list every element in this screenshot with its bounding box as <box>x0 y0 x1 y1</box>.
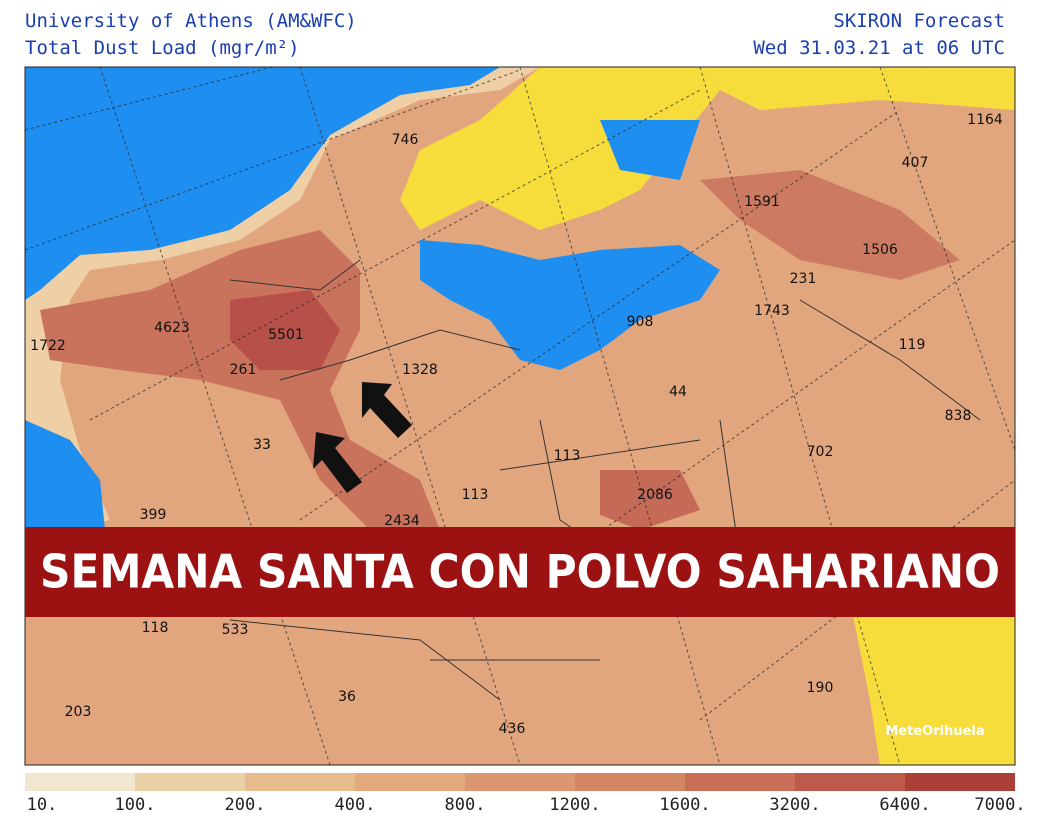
atlantic-south <box>25 420 105 540</box>
colorbar-segment <box>905 773 1015 791</box>
map-value-label: 702 <box>807 444 834 460</box>
map-value-label: 399 <box>140 507 167 523</box>
country-borders <box>229 259 981 701</box>
map-value-label: 1506 <box>862 242 898 258</box>
colorbar-segment <box>685 773 795 791</box>
colorbar-segment <box>465 773 575 791</box>
map-value-label: 203 <box>65 704 92 720</box>
north-yellow <box>700 67 1015 110</box>
map-frame <box>24 66 1016 766</box>
map-value-label: 1743 <box>754 303 790 319</box>
colorbar-segment <box>355 773 465 791</box>
map-value-label: 44 <box>669 384 687 400</box>
colorbar-label: 800. <box>445 795 486 815</box>
colorbar-segment <box>245 773 355 791</box>
banner-text: SEMANA SANTA CON POLVO SAHARIANO <box>40 545 1000 599</box>
map-value-label: 113 <box>554 448 581 464</box>
map-value-label: 231 <box>790 271 817 287</box>
mediterranean <box>420 240 720 370</box>
map-value-label: 1164 <box>967 112 1003 128</box>
dust-core-south <box>600 470 700 530</box>
colorbar-label: 10. <box>27 795 58 815</box>
map-value-label: 5501 <box>268 327 304 343</box>
colorbar-label: 1200. <box>549 795 600 815</box>
colorbar-label: 3200. <box>769 795 820 815</box>
map-value-label: 746 <box>392 132 419 148</box>
atlantic <box>25 67 500 300</box>
map-value-label: 118 <box>142 620 169 636</box>
map-value-label: 1722 <box>30 338 66 354</box>
colorbar-segment <box>795 773 905 791</box>
map-value-label: 4623 <box>154 320 190 336</box>
dust-max <box>230 290 340 370</box>
graticule <box>25 67 1015 765</box>
arrows <box>313 382 412 493</box>
colorbar-label: 7000. <box>974 795 1025 815</box>
banner <box>25 527 1015 617</box>
colorbar-label: 200. <box>225 795 266 815</box>
map-value-label: 190 <box>807 680 834 696</box>
map-value-label: 36 <box>338 689 356 705</box>
map-value-label: 436 <box>499 721 526 737</box>
arrow <box>313 432 362 493</box>
header-title: University of Athens (AM&WFC) <box>25 10 357 32</box>
header-model: SKIRON Forecast <box>833 10 1005 32</box>
arrow <box>362 382 412 438</box>
map-value-label: 33 <box>253 437 271 453</box>
colorbar-label: 6400. <box>879 795 930 815</box>
europe-yellow <box>400 67 720 230</box>
map-value-label: 407 <box>902 155 929 171</box>
colorbar-label: 1600. <box>659 795 710 815</box>
map-value-label: 1591 <box>744 194 780 210</box>
colorbar-segment <box>135 773 245 791</box>
colorbar-label: 400. <box>335 795 376 815</box>
colorbar-label: 100. <box>115 795 156 815</box>
colorbar-segment <box>25 773 135 791</box>
map-value-label: 2086 <box>637 487 673 503</box>
map-value-label: 119 <box>899 337 926 353</box>
colorbar: 10. 100. 200. 400. 800. 1200. 1600. 3200. 6400. 7… <box>25 773 1026 815</box>
map-value-label: 908 <box>627 314 654 330</box>
map-value-label: 533 <box>222 622 249 638</box>
header-date: Wed 31.03.21 at 06 UTC <box>753 37 1005 59</box>
header-subtitle: Total Dust Load (mgr/m²) <box>25 37 300 59</box>
map-value-label: 2434 <box>384 513 420 529</box>
colorbar-segment <box>575 773 685 791</box>
map-value-label: 113 <box>462 487 489 503</box>
black-sea <box>600 120 700 180</box>
map-value-label: 1328 <box>402 362 438 378</box>
map-value-label: 838 <box>945 408 972 424</box>
map-value-label: 261 <box>230 362 257 378</box>
dust-core-east <box>700 170 960 280</box>
watermark: MeteOrihuela <box>885 724 984 739</box>
